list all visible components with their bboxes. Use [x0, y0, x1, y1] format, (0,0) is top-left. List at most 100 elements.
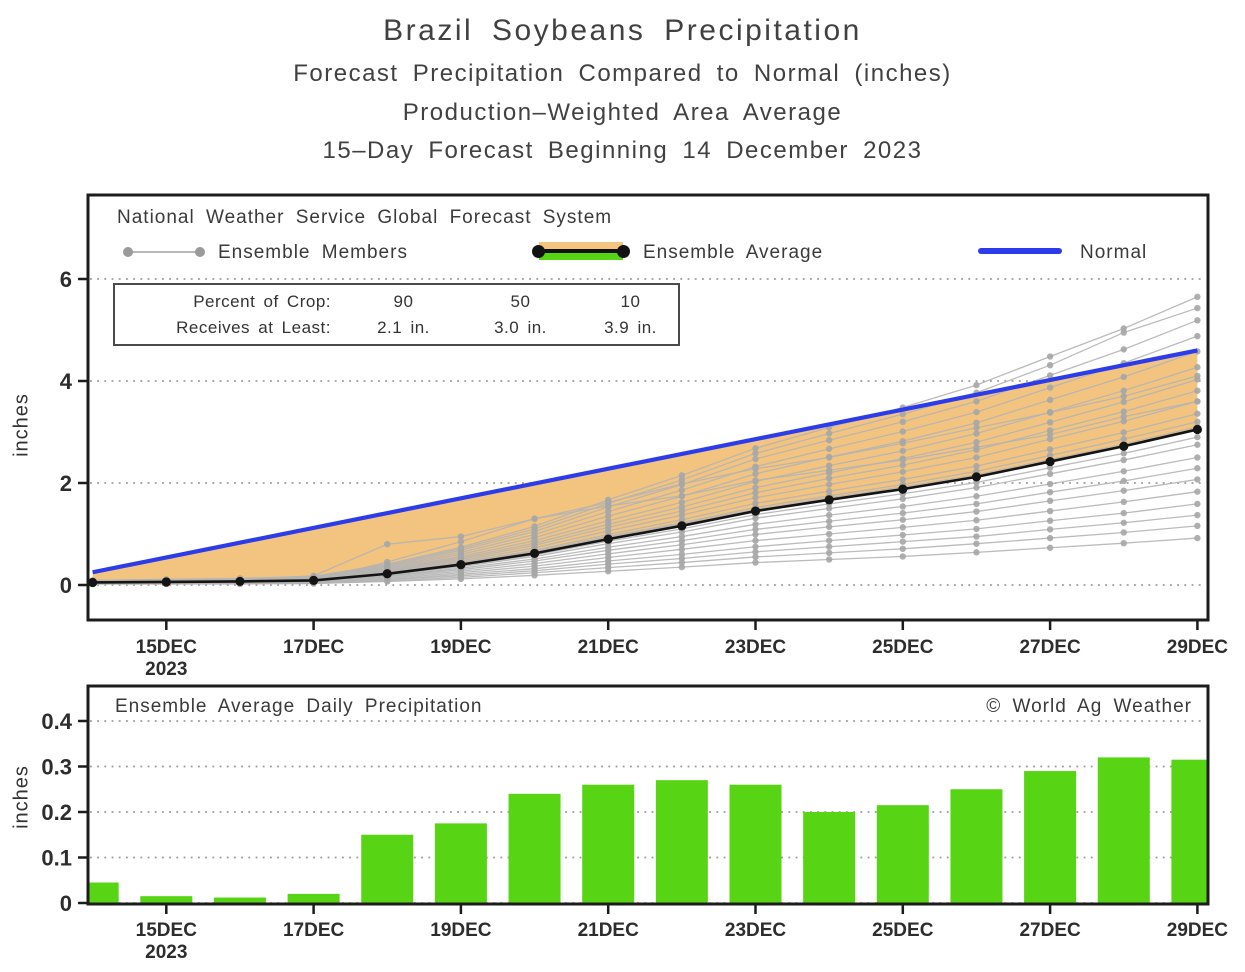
ensemble-member-dot — [1194, 522, 1201, 530]
ensemble-member-dot — [1120, 519, 1127, 526]
ensemble-member-dot — [973, 549, 980, 556]
ensemble-member-dot — [1120, 398, 1127, 406]
bottom-chart: 0 0.1 0.2 0.3 0.4 15DEC 17DEC 19DEC 21DEC 23DEC 25… — [41, 684, 1229, 963]
bottom-chart-year-label: 2023 — [145, 942, 187, 963]
ensemble-member-dot — [384, 541, 391, 548]
ensemble-member-dot — [1046, 517, 1054, 524]
top-chart-y-tick-label: 0 — [60, 573, 72, 598]
ensemble-member-dot — [899, 495, 906, 503]
ensemble-member-dot — [899, 428, 906, 435]
ensemble-member-dot — [825, 556, 833, 563]
top-chart-y-tick-label: 2 — [60, 471, 72, 496]
ensemble-member-dot — [1194, 534, 1201, 542]
bottom-chart-x-tick-label: 17DEC — [283, 920, 345, 941]
ensemble-member-dot — [973, 454, 980, 461]
ensemble-member-dot — [1194, 372, 1201, 380]
ensemble-member-dot — [1120, 509, 1127, 517]
ensemble-member-dot — [1194, 410, 1201, 417]
ensemble-member-dot — [825, 430, 833, 437]
ensemble-member-dot — [1120, 429, 1127, 436]
daily-precip-bar — [508, 793, 561, 903]
ensemble-member-dot — [678, 480, 686, 488]
ensemble-member-dot — [1046, 419, 1054, 426]
ensemble-member-dot — [752, 531, 759, 538]
normal-line-swatch — [978, 248, 1062, 254]
ensemble-member-dot — [825, 436, 833, 444]
ensemble-member-dot — [825, 462, 833, 469]
ensemble-member-dot — [678, 516, 686, 523]
ensemble-average-marker — [532, 242, 630, 261]
page-title: Brazil Soybeans Precipitation — [383, 14, 862, 47]
ensemble-average-dot — [971, 472, 982, 482]
bottom-chart-x-tick-label: 29DEC — [1167, 920, 1229, 941]
ensemble-member-dot — [752, 445, 759, 452]
average-dot-icon — [532, 245, 545, 258]
ensemble-member-dot — [1194, 293, 1201, 301]
ensemble-member-dot — [1194, 500, 1201, 508]
ensemble-member-dot — [1046, 384, 1054, 391]
crop-amount-10: 3.9 in. — [604, 317, 657, 337]
ensemble-member-dot — [973, 493, 980, 500]
ensemble-member-dot — [1120, 435, 1127, 443]
ensemble-member-dot — [1194, 511, 1201, 519]
daily-precip-bar — [287, 893, 340, 903]
ensemble-member-dot — [973, 462, 980, 470]
crop-box-row-amounts: Receives at Least: 2.1 in. 3.0 in. 3.9 i… — [115, 315, 678, 341]
top-chart-x-tick-label: 27DEC — [1019, 637, 1081, 658]
ensemble-member-dot — [973, 517, 980, 524]
ensemble-member-dot — [752, 559, 759, 566]
bottom-chart-border — [86, 684, 1210, 906]
ensemble-member-dot — [973, 484, 980, 491]
ensemble-member-dot — [457, 533, 465, 540]
ensemble-member-dot — [531, 515, 538, 522]
ensemble-member-dot — [973, 381, 980, 389]
legend-label-ensemble-members: Ensemble Members — [218, 242, 408, 263]
ensemble-member-dot — [899, 468, 906, 475]
top-chart-x-tick-label: 25DEC — [872, 637, 934, 658]
ensemble-member-dot — [752, 450, 759, 457]
top-chart-x-tick-label: 15DEC — [136, 637, 198, 658]
ensemble-member-dot — [678, 551, 686, 558]
ensemble-member-dot — [825, 549, 833, 557]
ensemble-average-dot — [603, 534, 613, 544]
ensemble-member-dot — [1046, 464, 1054, 471]
ensemble-member-dot — [752, 537, 759, 544]
top-chart-y-axis-label: inches — [10, 393, 33, 457]
crop-amount-90: 2.1 in. — [377, 317, 430, 337]
ensemble-member-dot — [1046, 435, 1054, 443]
ensemble-member-dot — [752, 526, 759, 533]
ensemble-member-dot — [973, 398, 980, 405]
ensemble-average-dot — [456, 560, 466, 570]
ensemble-average-dot — [677, 521, 687, 531]
top-chart-year-label: 2023 — [145, 659, 187, 680]
crop-percent-90: 90 — [393, 291, 414, 311]
member-dot-icon — [123, 246, 133, 257]
ensemble-member-dot — [605, 517, 612, 524]
ensemble-member-dot — [678, 546, 686, 553]
ensemble-member-dot — [457, 544, 465, 551]
daily-precip-bar — [434, 823, 487, 903]
ensemble-member-dot — [973, 419, 980, 427]
ensemble-member-dot — [973, 508, 980, 515]
ensemble-member-dot — [1120, 450, 1127, 457]
surplus-band-swatch — [539, 251, 623, 260]
subtitle-forecast-period: 15–Day Forecast Beginning 14 December 20… — [322, 137, 923, 164]
ensemble-average-line — [92, 428, 1198, 584]
ensemble-member-dot — [899, 418, 906, 425]
ensemble-member-dot — [1046, 372, 1054, 379]
daily-precip-bar — [213, 897, 266, 903]
ensemble-member-dot — [1046, 488, 1054, 496]
ensemble-member-dot — [605, 512, 612, 520]
ensemble-member-dot — [1194, 398, 1201, 405]
ensemble-member-dot — [973, 540, 980, 547]
ensemble-member-dot — [899, 531, 906, 539]
ensemble-member-dot — [899, 516, 906, 523]
ensemble-average-dot — [824, 495, 834, 505]
daily-precip-bars — [88, 757, 1208, 903]
bottom-chart-y-axis-label: inches — [10, 765, 33, 829]
ensemble-member-dot — [678, 563, 686, 571]
daily-precip-bar — [1171, 759, 1208, 903]
ensemble-member-dot — [899, 456, 906, 464]
ensemble-member-dot — [899, 509, 906, 517]
